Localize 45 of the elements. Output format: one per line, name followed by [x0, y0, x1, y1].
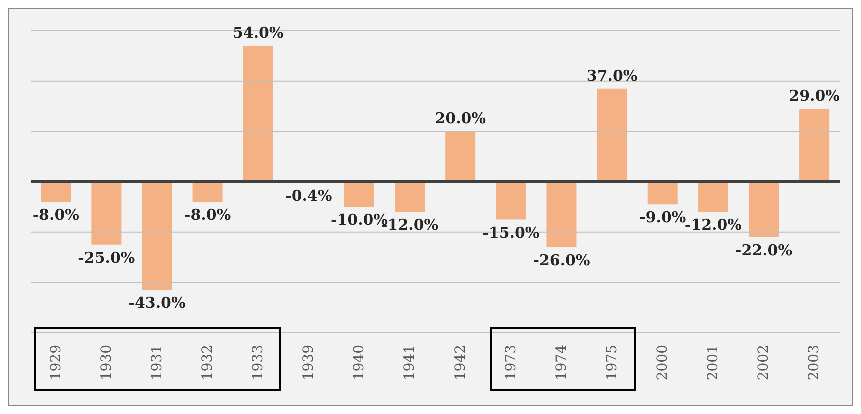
x-tick-label: 1975 — [604, 345, 620, 381]
bar — [142, 182, 172, 290]
x-tick-label: 1939 — [301, 345, 318, 381]
x-tick-label: 1932 — [200, 345, 216, 381]
bar — [41, 182, 72, 202]
bar — [243, 46, 274, 182]
x-tick-label: 1933 — [250, 345, 267, 381]
data-label: -12.0% — [684, 216, 742, 234]
bar — [92, 182, 122, 245]
x-tick-label: 1942 — [452, 345, 469, 381]
data-label: -8.0% — [184, 206, 232, 224]
data-label: -9.0% — [640, 208, 686, 227]
x-tick-label: 1941 — [402, 345, 418, 381]
bar — [446, 132, 476, 182]
data-label: -15.0% — [482, 224, 540, 242]
data-label: -43.0% — [128, 294, 186, 312]
x-tick-label: 2003 — [806, 345, 823, 381]
bar — [395, 182, 426, 212]
data-label: 29.0% — [789, 87, 840, 106]
bar — [546, 182, 577, 248]
bar — [344, 182, 374, 208]
x-tick-label: 1974 — [554, 344, 570, 381]
bar — [192, 182, 223, 202]
bar — [748, 182, 779, 238]
x-tick-label: 1931 — [149, 345, 166, 381]
data-label: -0.4% — [286, 187, 332, 206]
bar — [597, 88, 628, 182]
x-tick-label: 1973 — [503, 345, 520, 381]
data-label: 37.0% — [586, 66, 638, 85]
data-label: 54.0% — [232, 24, 284, 42]
bar — [800, 109, 830, 182]
bar — [648, 182, 678, 205]
data-label: -25.0% — [78, 248, 136, 267]
bar — [698, 182, 728, 212]
x-tick-label: 2000 — [655, 345, 672, 381]
x-tick-label: 1929 — [48, 345, 64, 381]
data-label: -8.0% — [32, 206, 80, 224]
data-label: 20.0% — [435, 110, 486, 128]
x-tick-label: 1940 — [352, 345, 368, 381]
x-tick-label: 2001 — [706, 345, 722, 381]
x-tick-label: 2002 — [756, 345, 772, 381]
data-label: -26.0% — [533, 251, 590, 270]
bar — [496, 182, 526, 220]
x-tick-label: 1930 — [98, 345, 115, 381]
data-label: -22.0% — [735, 241, 792, 260]
